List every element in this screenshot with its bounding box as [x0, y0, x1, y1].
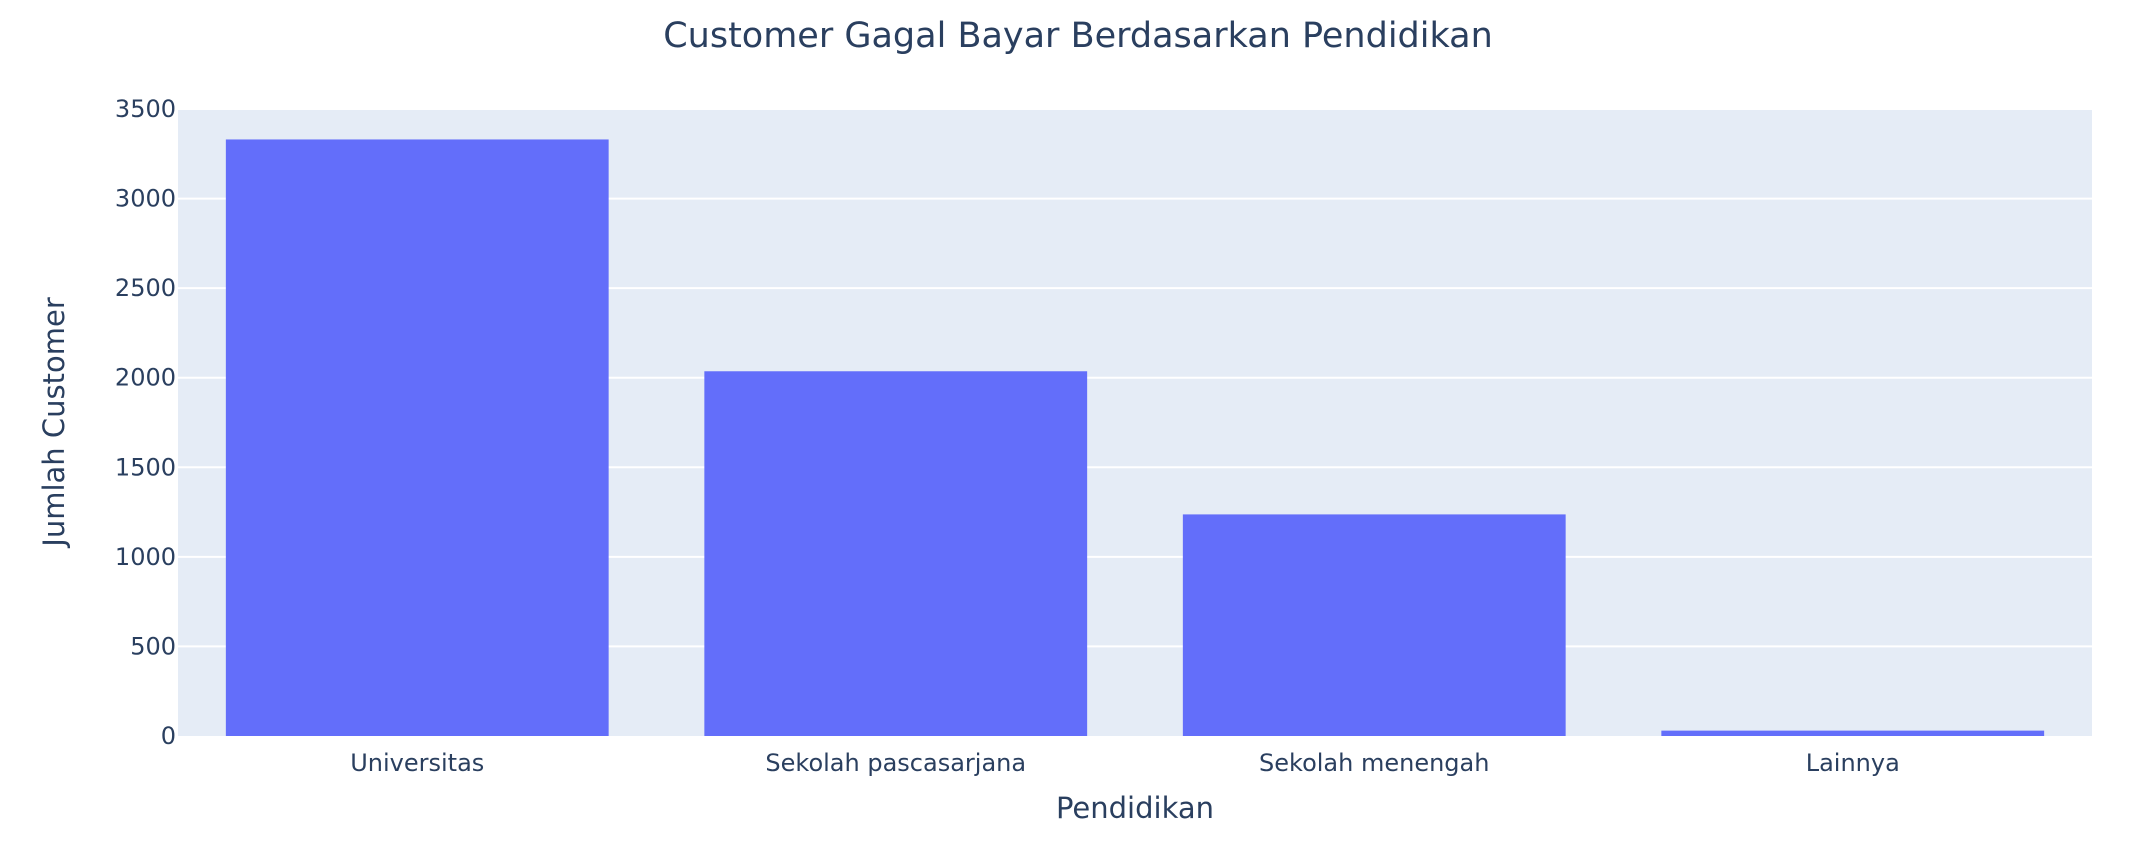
bar-sekolah-pascasarjana[interactable]: [704, 371, 1088, 736]
bars: [225, 139, 2045, 736]
y-tick-label: 1000: [115, 543, 176, 571]
y-tick-label: 3000: [115, 185, 176, 213]
y-tick-label: 0: [161, 722, 176, 750]
y-tick-label: 1500: [115, 453, 176, 481]
chart-title: Customer Gagal Bayar Berdasarkan Pendidi…: [663, 16, 1493, 56]
x-axis-title: Pendidikan: [1056, 791, 1214, 825]
x-tick-label: Lainnya: [1806, 749, 1900, 777]
bar-universitas[interactable]: [225, 139, 609, 736]
y-tick-label: 3500: [115, 95, 176, 123]
bar-sekolah-menengah[interactable]: [1182, 514, 1566, 736]
y-axis-ticks: 0 500 1000 1500 2000 2500 3000 3500: [115, 95, 176, 750]
bar-lainnya[interactable]: [1661, 730, 2045, 736]
y-tick-label: 2500: [115, 274, 176, 302]
x-tick-label: Universitas: [350, 749, 484, 777]
x-axis-ticks: Universitas Sekolah pascasarjana Sekolah m…: [350, 749, 1900, 777]
y-tick-label: 500: [130, 632, 176, 660]
y-axis-title: Jumlah Customer: [37, 297, 71, 549]
x-tick-label: Sekolah menengah: [1259, 749, 1489, 777]
y-tick-label: 2000: [115, 364, 176, 392]
x-tick-label: Sekolah pascasarjana: [765, 749, 1026, 777]
